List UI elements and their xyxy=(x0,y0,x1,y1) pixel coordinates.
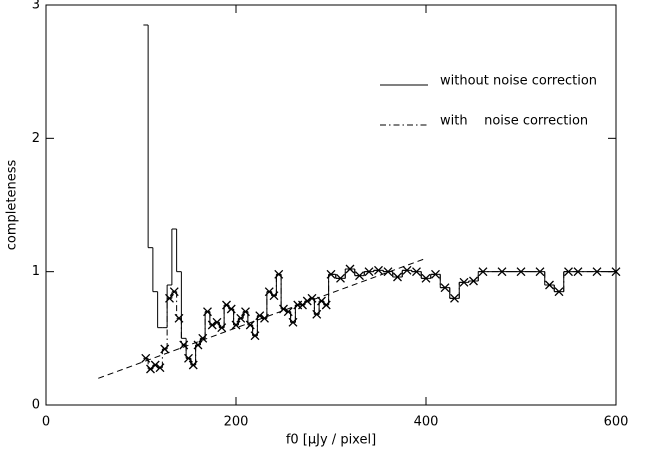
x-tick-label: 400 xyxy=(414,415,439,430)
cross-marker xyxy=(374,265,383,275)
cross-marker xyxy=(516,267,526,277)
cross-marker xyxy=(611,267,621,277)
cross-marker xyxy=(421,273,431,283)
cross-marker xyxy=(326,269,336,279)
cross-marker xyxy=(431,269,440,279)
cross-marker xyxy=(450,293,459,303)
cross-marker xyxy=(440,283,450,293)
cross-marker xyxy=(364,267,374,277)
plot-frame xyxy=(45,4,617,406)
cross-marker xyxy=(459,277,469,287)
cross-marker xyxy=(402,265,412,275)
y-tick-label: 3 xyxy=(32,0,40,13)
cross-marker xyxy=(345,264,355,274)
x-tick-label: 600 xyxy=(604,415,629,430)
cross-marker xyxy=(336,273,345,283)
cross-marker xyxy=(383,267,393,277)
cross-marker xyxy=(592,267,602,277)
cross-marker xyxy=(497,267,507,277)
y-axis-label: completeness xyxy=(5,160,20,251)
cross-marker xyxy=(564,267,573,277)
cross-marker xyxy=(478,267,488,277)
legend-label: without noise correction xyxy=(440,74,597,89)
y-tick-label: 1 xyxy=(32,264,40,279)
cross-marker xyxy=(393,272,402,282)
x-axis-label: f0 [μJy / pixel] xyxy=(286,433,376,448)
legend-label: with noise correction xyxy=(440,114,588,129)
cross-marker xyxy=(355,271,364,281)
cross-marker xyxy=(545,280,554,290)
y-tick-label: 2 xyxy=(32,131,40,146)
cross-marker xyxy=(469,276,478,286)
x-tick-label: 0 xyxy=(42,415,50,430)
y-tick-label: 0 xyxy=(32,398,40,413)
cross-marker xyxy=(535,267,545,277)
cross-marker xyxy=(573,267,583,277)
x-tick-label: 200 xyxy=(224,415,249,430)
cross-marker xyxy=(412,267,421,277)
fit-line xyxy=(98,257,427,379)
cross-marker xyxy=(554,287,564,297)
